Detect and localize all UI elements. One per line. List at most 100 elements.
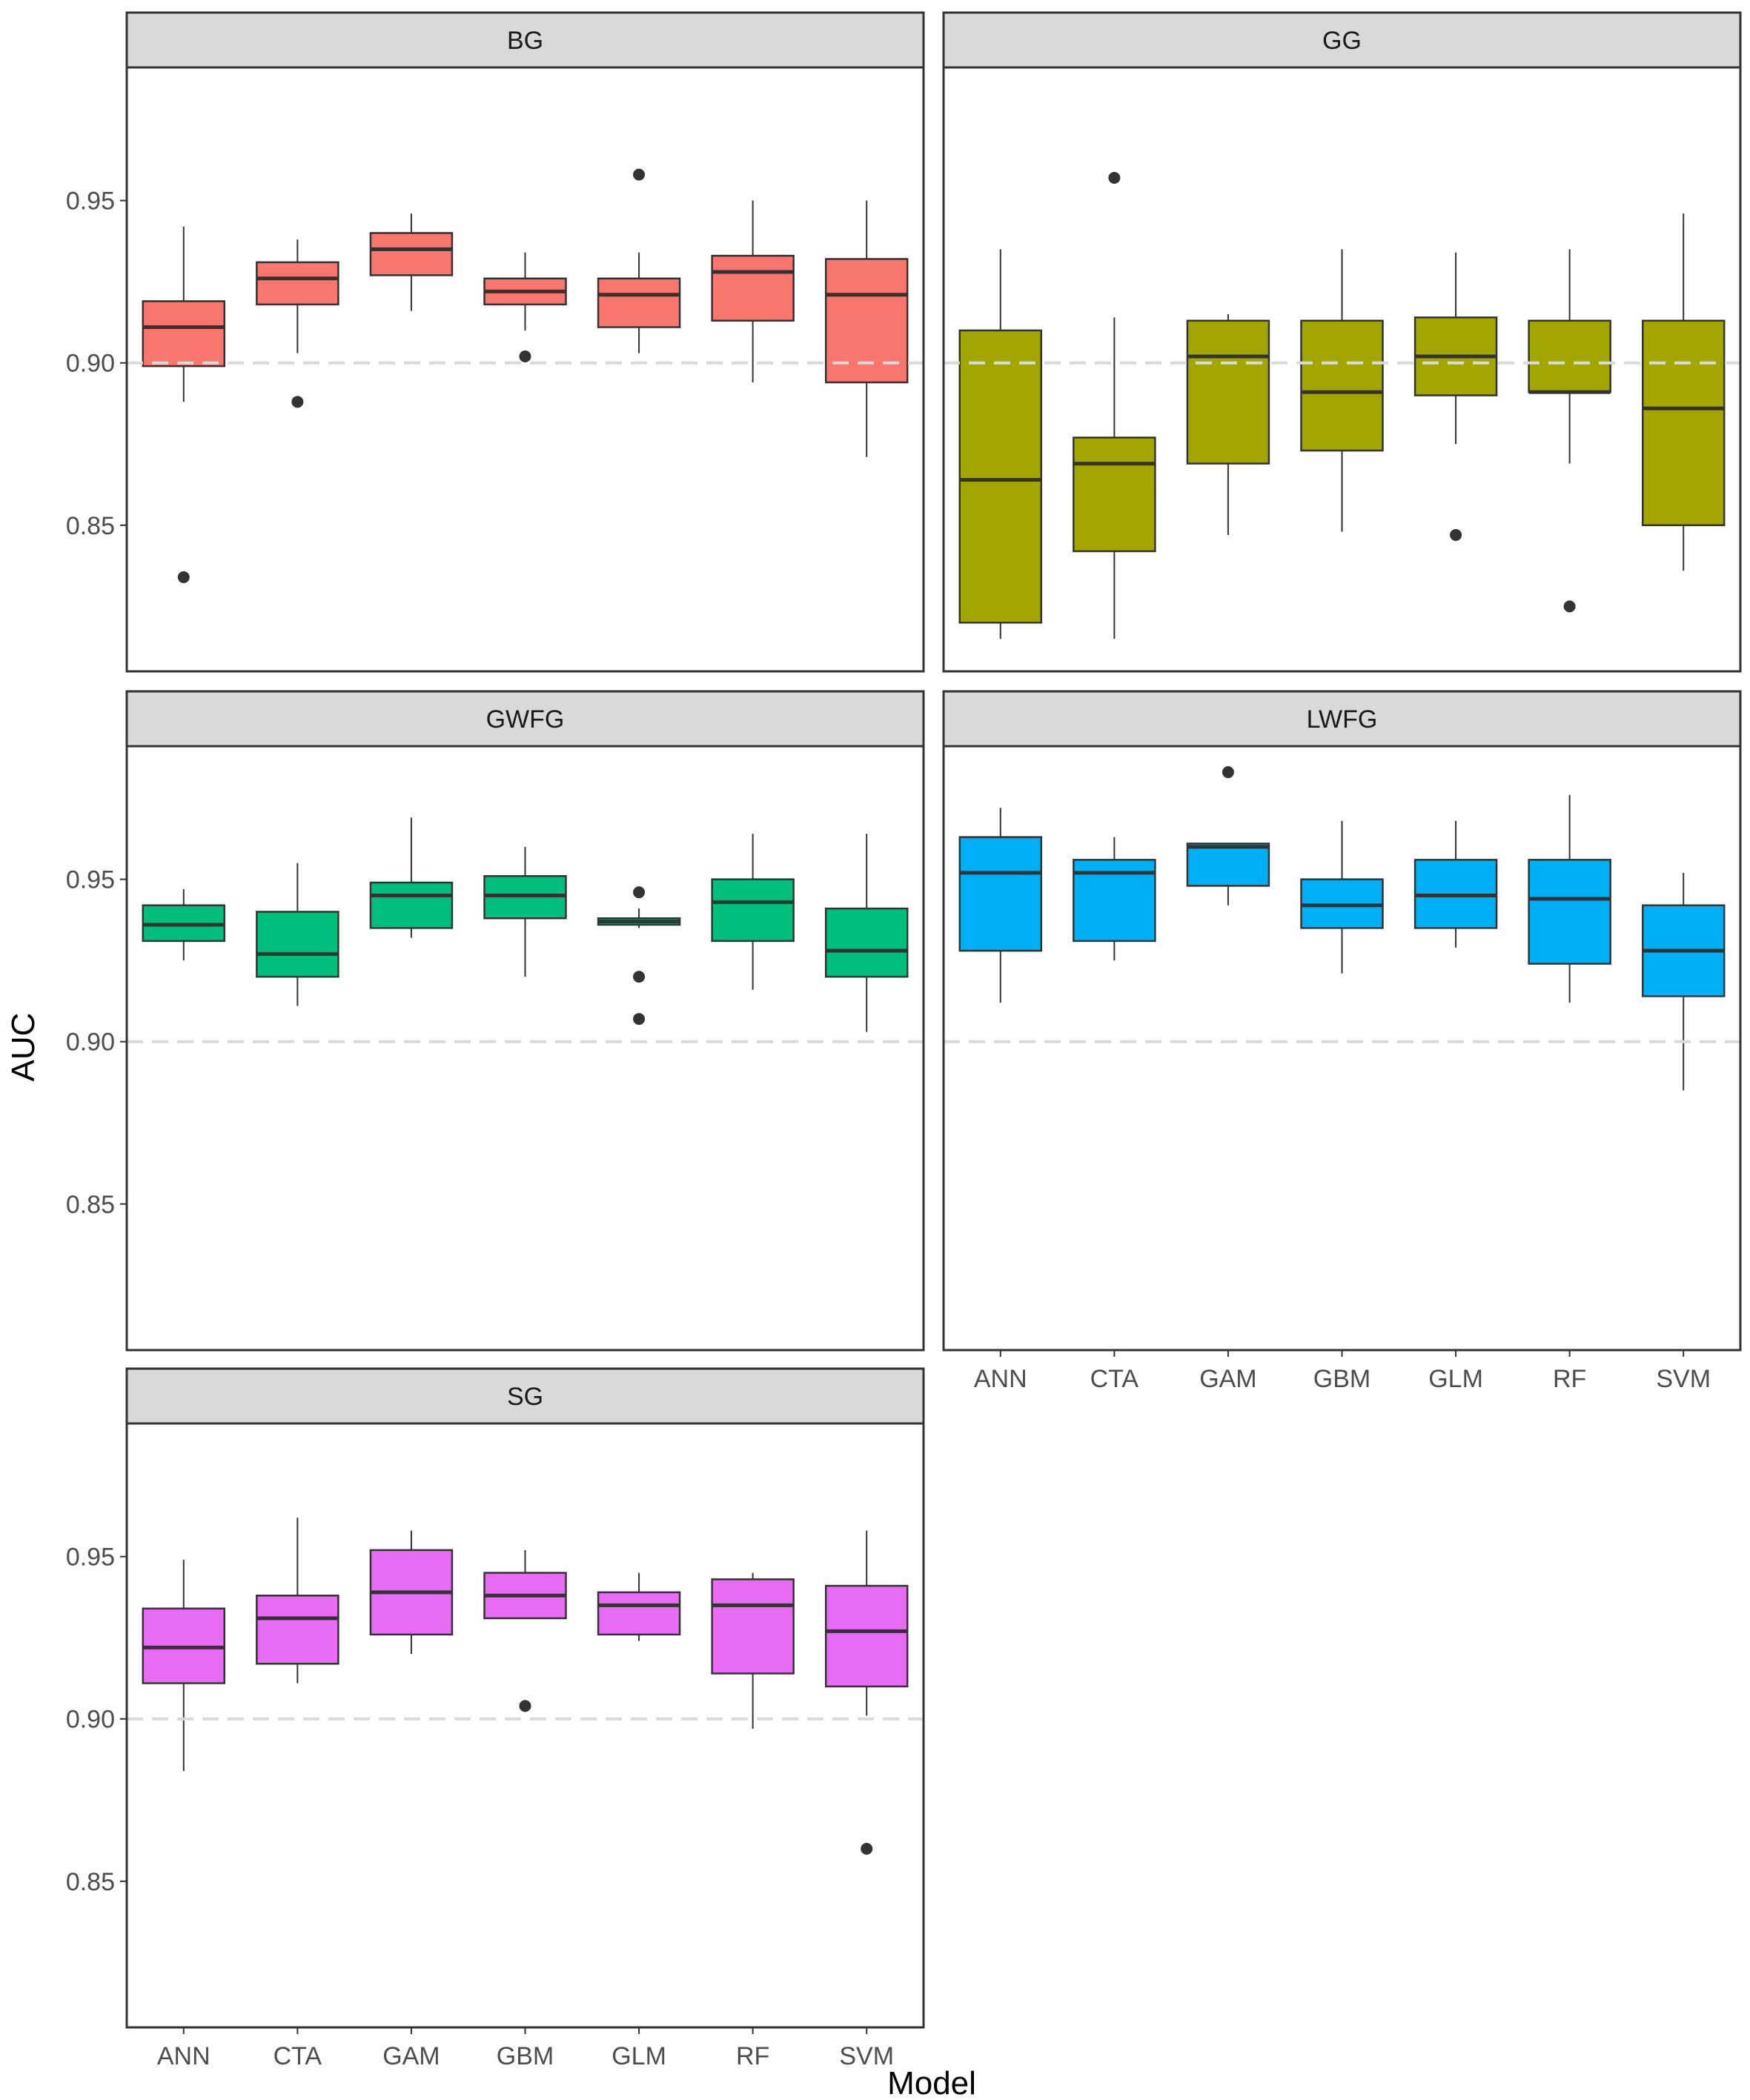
- panel-background: [127, 1423, 924, 2027]
- box-body: [824, 1584, 909, 1688]
- x-axis-title: Model: [887, 2065, 976, 2100]
- box-svm: [1641, 213, 1726, 571]
- box-rf: [711, 834, 795, 990]
- outlier-point: [861, 1843, 873, 1855]
- x-tick-label: GLM: [611, 2042, 666, 2070]
- box-gam: [369, 817, 454, 938]
- box-rf: [1528, 249, 1611, 613]
- box-gam: [1186, 766, 1270, 906]
- x-tick-label: RF: [736, 2042, 769, 2070]
- y-tick-label: 0.95: [66, 1544, 115, 1572]
- x-tick-label: GAM: [382, 2042, 440, 2070]
- box-body: [142, 300, 226, 368]
- outlier-point: [519, 350, 531, 362]
- box-cta: [256, 239, 339, 408]
- x-tick-label: SVM: [839, 2042, 894, 2070]
- outlier-point: [519, 1700, 531, 1712]
- box-body: [1186, 843, 1270, 887]
- facet-strip: [125, 11, 925, 69]
- box-gbm: [483, 1549, 567, 1712]
- y-tick-label: 0.85: [66, 512, 115, 540]
- box-body: [958, 836, 1043, 952]
- outlier-point: [1563, 600, 1576, 613]
- x-tick-label: GLM: [1428, 1365, 1483, 1393]
- box-body: [256, 911, 339, 978]
- panels-layer: BG 0.85 0.90 0.95 GG GWFG 0.85 0.90 0.95 LWFG ANN C…: [66, 11, 1742, 2070]
- x-tick-label: GBM: [497, 2042, 554, 2070]
- box-body: [597, 1591, 681, 1636]
- box-body: [256, 1594, 339, 1665]
- y-tick-label: 0.90: [66, 350, 115, 378]
- box-cta: [1073, 171, 1156, 639]
- facet-strip: [125, 1367, 925, 1425]
- panel-background: [127, 746, 924, 1350]
- panel-border: [942, 66, 1742, 673]
- box-rf: [1528, 794, 1611, 1003]
- box-body: [256, 261, 339, 306]
- outlier-point: [633, 886, 646, 899]
- box-glm: [597, 168, 681, 353]
- box-gbm: [1300, 820, 1384, 974]
- facet-panel-gwfg: GWFG 0.85 0.90 0.95: [66, 690, 925, 1352]
- facet-strip: [942, 690, 1742, 748]
- box-body: [1186, 319, 1270, 465]
- box-body: [824, 907, 909, 978]
- x-tick-label: CTA: [274, 2042, 322, 2070]
- box-body: [958, 329, 1043, 624]
- x-tick-label: GBM: [1313, 1365, 1370, 1393]
- box-ann: [142, 888, 226, 961]
- box-svm: [824, 1530, 909, 1855]
- outlier-point: [291, 396, 304, 408]
- panel-border: [125, 66, 925, 673]
- facet-panel-lwfg: LWFG ANN CTA GAM GBM GLM RF SVM: [942, 690, 1742, 1393]
- box-body: [711, 1578, 795, 1675]
- x-tick-label: GAM: [1199, 1365, 1256, 1393]
- box-glm: [1413, 252, 1498, 541]
- x-tick-label: ANN: [157, 2042, 211, 2070]
- box-cta: [256, 1518, 339, 1684]
- box-ann: [958, 808, 1043, 1003]
- y-tick-label: 0.95: [66, 866, 115, 894]
- box-glm: [597, 1572, 681, 1641]
- facet-panel-gg: GG: [942, 11, 1742, 673]
- box-gbm: [1300, 249, 1384, 532]
- facet-strip-label: BG: [507, 27, 543, 55]
- box-body: [1641, 319, 1726, 527]
- box-gbm: [483, 252, 567, 362]
- box-glm: [1413, 820, 1498, 948]
- box-gam: [369, 213, 454, 311]
- box-body: [1528, 859, 1611, 965]
- box-body: [1073, 436, 1156, 553]
- x-tick-label: RF: [1553, 1365, 1586, 1393]
- panel-background: [127, 67, 924, 671]
- box-ann: [142, 226, 226, 583]
- outlier-point: [1222, 766, 1234, 779]
- outlier-point: [177, 571, 190, 583]
- facet-panel-bg: BG 0.85 0.90 0.95: [66, 11, 925, 673]
- box-rf: [711, 1572, 795, 1729]
- x-tick-label: SVM: [1656, 1365, 1711, 1393]
- box-ann: [958, 249, 1043, 639]
- box-cta: [1073, 837, 1156, 961]
- box-body: [711, 878, 795, 943]
- box-body: [597, 277, 681, 328]
- y-tick-label: 0.90: [66, 1706, 115, 1734]
- box-glm: [597, 886, 681, 1026]
- y-tick-label: 0.85: [66, 1191, 115, 1219]
- outlier-point: [1450, 528, 1462, 541]
- box-gam: [1186, 314, 1270, 535]
- box-body: [711, 254, 795, 322]
- outlier-point: [633, 168, 646, 181]
- box-gbm: [483, 846, 567, 977]
- box-rf: [711, 200, 795, 383]
- outlier-point: [633, 1013, 646, 1026]
- facet-panel-sg: SG 0.85 0.90 0.95 ANN CTA GAM GBM GLM RF SVM: [66, 1367, 925, 2070]
- box-cta: [256, 863, 339, 1006]
- box-svm: [824, 834, 909, 1032]
- box-ann: [142, 1560, 226, 1771]
- facet-strip: [942, 11, 1742, 69]
- facet-strip-label: LWFG: [1307, 705, 1378, 734]
- box-body: [369, 881, 454, 929]
- facet-strip-label: GG: [1322, 27, 1362, 55]
